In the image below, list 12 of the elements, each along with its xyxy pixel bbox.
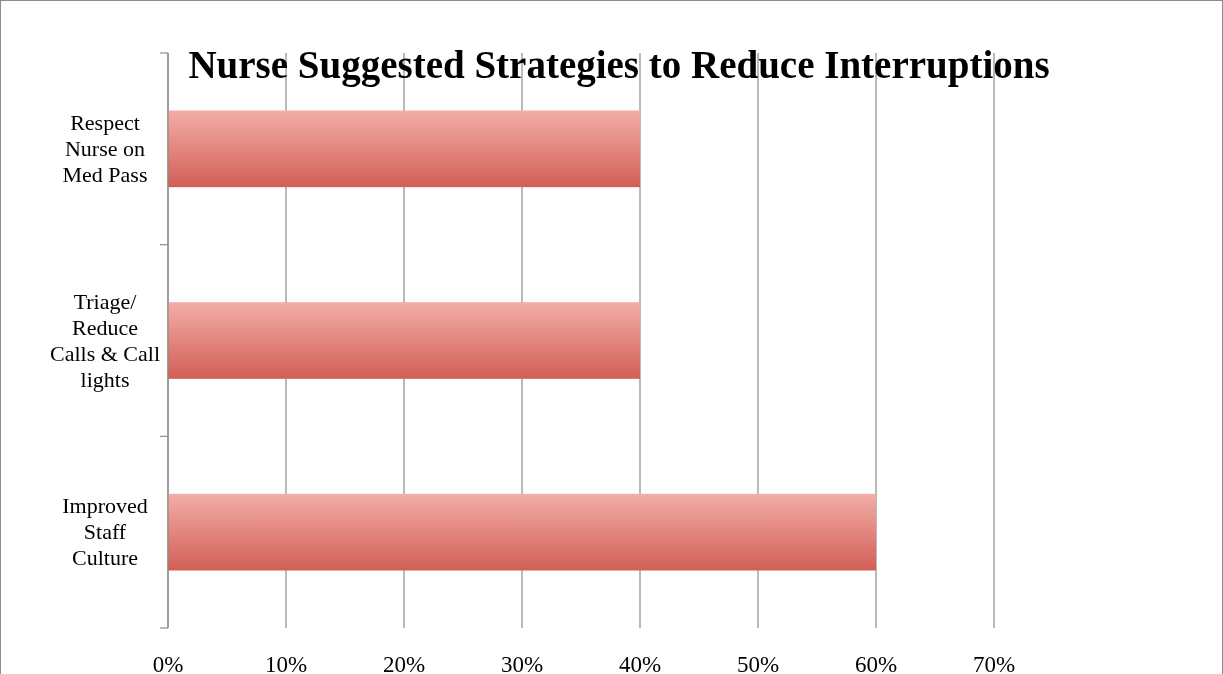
x-tick-label: 60% bbox=[854, 652, 898, 674]
x-tick-label: 20% bbox=[382, 652, 426, 674]
x-tick-label: 70% bbox=[972, 652, 1016, 674]
chart-title: Nurse Suggested Strategies to Reduce Interruptions bbox=[188, 43, 1050, 87]
x-tick-label: 30% bbox=[500, 652, 544, 674]
x-tick-label: 0% bbox=[152, 652, 184, 674]
y-tick-label: Improved Staff Culture bbox=[62, 493, 148, 571]
y-tick-label: Triage/ Reduce Calls & Call lights bbox=[50, 288, 160, 392]
x-tick-label: 10% bbox=[264, 652, 308, 674]
y-tick-label: Respect Nurse on Med Pass bbox=[62, 109, 148, 187]
x-tick-label: 50% bbox=[736, 652, 780, 674]
x-tick-label: 40% bbox=[618, 652, 662, 674]
